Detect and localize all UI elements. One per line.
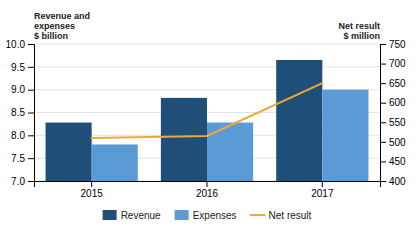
tick-mark <box>380 161 386 162</box>
tick: 7.0 <box>11 176 34 187</box>
legend-label: Revenue <box>121 210 161 221</box>
legend-label: Expenses <box>193 210 237 221</box>
legend-item: Expenses <box>175 210 237 221</box>
axis-title-line: Revenue and <box>34 11 90 21</box>
tick-mark <box>380 64 386 65</box>
tick-mark <box>28 67 34 68</box>
tick-mark <box>28 135 34 136</box>
x-axis: 2015 2016 2017 <box>35 181 381 199</box>
tick: 550 <box>380 117 406 128</box>
tick-label: 8.5 <box>11 107 25 118</box>
axis-line <box>35 182 381 188</box>
axis-title-line: $ million <box>343 31 380 41</box>
tick-label: 7.5 <box>11 153 25 164</box>
tick-mark <box>28 158 34 159</box>
tick-label: 750 <box>389 39 406 50</box>
tick-mark <box>28 181 34 182</box>
axis-title: Net result$ million <box>338 21 380 41</box>
tick: 450 <box>380 156 406 167</box>
tick-label: 400 <box>389 176 406 187</box>
tick: 8.0 <box>11 130 34 141</box>
bar-series <box>92 90 369 181</box>
legend-label: Net result <box>269 210 312 221</box>
tick-label: 650 <box>389 78 406 89</box>
tick-mark <box>28 90 34 91</box>
axis-title-line: expenses <box>34 21 75 31</box>
tick-label: 550 <box>389 117 406 128</box>
bar-series <box>46 60 323 181</box>
legend-swatch <box>251 214 265 216</box>
tick-label: 7.0 <box>11 176 25 187</box>
marks <box>46 60 369 181</box>
tick-mark <box>380 142 386 143</box>
tick: 600 <box>380 97 406 108</box>
y-axis: 7.0 7.5 8.0 8.5 9.0 9.5 10.0 <box>6 39 35 187</box>
tick-label: 9.5 <box>11 62 25 73</box>
axis-title: Revenue andexpenses$ billion <box>34 11 90 41</box>
bar <box>276 60 322 181</box>
tick-mark <box>380 44 386 45</box>
tick: 8.5 <box>11 107 34 118</box>
tick-mark <box>207 181 208 187</box>
tick-mark <box>28 113 34 114</box>
tick-label: 2017 <box>311 188 334 199</box>
tick-mark <box>380 122 386 123</box>
tick-mark <box>380 103 386 104</box>
tick-label: 700 <box>389 58 406 69</box>
tick: 400 <box>380 176 406 187</box>
tick-label: 500 <box>389 137 406 148</box>
tick: 2017 <box>311 181 334 199</box>
tick-label: 450 <box>389 156 406 167</box>
legend: Revenue Expenses Net result <box>103 210 312 221</box>
axis-title-line: Net result <box>338 21 380 31</box>
tick: 500 <box>380 137 406 148</box>
tick: 7.5 <box>11 153 34 164</box>
y2-axis: 400 450 500 550 600 650 700 750 <box>380 39 406 187</box>
bar <box>46 123 92 181</box>
grid-line <box>34 44 380 45</box>
tick-mark <box>380 83 386 84</box>
bar <box>322 90 368 181</box>
tick-label: 9.0 <box>11 84 25 95</box>
tick: 2016 <box>196 181 219 199</box>
legend-swatch <box>103 210 117 220</box>
tick: 2015 <box>81 181 104 199</box>
tick-label: 10.0 <box>6 39 26 50</box>
bar <box>207 123 253 181</box>
tick: 10.0 <box>6 39 34 50</box>
tick: 750 <box>380 39 406 50</box>
legend-item: Net result <box>251 210 312 221</box>
grid-line <box>34 66 380 67</box>
tick-label: 600 <box>389 97 406 108</box>
tick: 9.0 <box>11 84 34 95</box>
legend-item: Revenue <box>103 210 161 221</box>
tick-mark <box>380 181 386 182</box>
chart: 2015 2016 2017 7.0 7.5 8.0 8.5 9.0 9.5 10.0 400 450… <box>0 0 416 227</box>
bar <box>92 144 138 181</box>
line <box>92 83 323 138</box>
tick: 650 <box>380 78 406 89</box>
tick: 9.5 <box>11 62 34 73</box>
tick: 700 <box>380 58 406 69</box>
tick-mark <box>28 44 34 45</box>
tick-label: 2015 <box>81 188 104 199</box>
plot: 2015 2016 2017 7.0 7.5 8.0 8.5 9.0 9.5 10.0 400 450… <box>6 11 407 199</box>
legend-swatch <box>175 210 189 220</box>
bar <box>161 98 207 181</box>
axis-line <box>381 45 387 182</box>
tick-label: 2016 <box>196 188 219 199</box>
tick-mark <box>91 181 92 187</box>
tick-label: 8.0 <box>11 130 25 141</box>
axis-title-line: $ billion <box>34 31 68 41</box>
axis-line <box>28 45 35 182</box>
tick-mark <box>322 181 323 187</box>
grid <box>34 44 380 181</box>
